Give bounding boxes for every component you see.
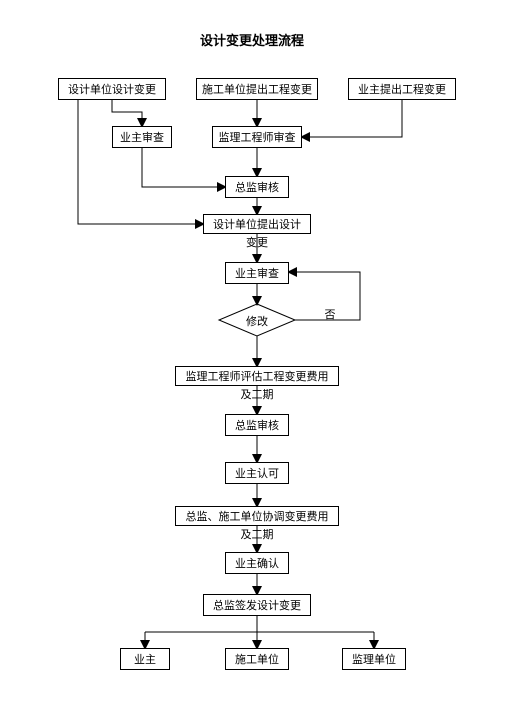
flow-node: 设计单位设计变更 (58, 78, 166, 100)
flow-node: 监理工程师评估工程变更费用 (175, 366, 339, 386)
flow-node: 监理单位 (342, 648, 406, 670)
flow-node: 设计单位提出设计 (203, 214, 311, 234)
flow-text: 否 (320, 306, 340, 322)
flow-node: 总监审核 (225, 414, 289, 436)
flow-node: 业主 (120, 648, 170, 670)
flow-text: 变更 (244, 234, 270, 250)
flow-node: 业主确认 (225, 552, 289, 574)
flow-edge (302, 100, 402, 137)
flow-node: 业主审查 (112, 126, 172, 148)
flow-node: 总监、施工单位协调变更费用 (175, 506, 339, 526)
flow-text: 及工期 (238, 386, 276, 402)
flow-edge (142, 148, 225, 187)
flow-text: 及工期 (238, 526, 276, 542)
decision-label: 修改 (237, 313, 277, 329)
flow-node: 业主认可 (225, 462, 289, 484)
flow-node: 总监审核 (225, 176, 289, 198)
flow-edge (112, 100, 142, 126)
flow-node: 业主审查 (225, 262, 289, 284)
flow-node: 施工单位 (225, 648, 289, 670)
flowchart-stage: 设计变更处理流程设计单位设计变更施工单位提出工程变更业主提出工程变更业主审查监理… (0, 0, 505, 714)
flow-node: 业主提出工程变更 (348, 78, 456, 100)
diagram-title: 设计变更处理流程 (172, 30, 332, 49)
flow-node: 施工单位提出工程变更 (196, 78, 318, 100)
flow-node: 监理工程师审查 (212, 126, 302, 148)
flow-node: 总监签发设计变更 (203, 594, 311, 616)
flow-edge (78, 100, 203, 224)
